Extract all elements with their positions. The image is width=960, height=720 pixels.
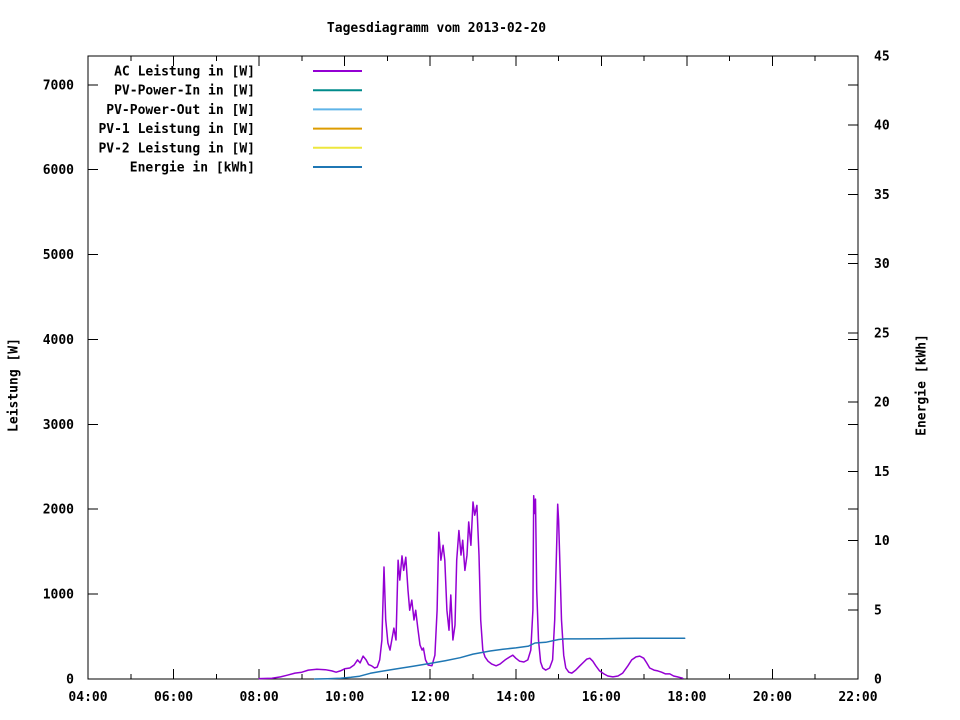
- y-tick-label: 1000: [43, 588, 74, 603]
- legend-label-ac-leistung: AC Leistung in [W]: [114, 65, 255, 80]
- x-tick-label: 08:00: [240, 690, 279, 705]
- y-tick-label: 5000: [43, 248, 74, 263]
- series-line-energie: [313, 637, 686, 680]
- x-tick-label: 12:00: [411, 690, 450, 705]
- y-axis-label: Leistung [W]: [6, 338, 22, 432]
- y2-tick-label: 5: [874, 603, 882, 618]
- y2-tick-label: 25: [874, 326, 890, 341]
- y2-tick-label: 45: [874, 50, 890, 65]
- x-tick-label: 06:00: [154, 690, 193, 705]
- y2-tick-label: 10: [874, 534, 890, 549]
- x-tick-label: 18:00: [667, 690, 706, 705]
- x-tick-label: 04:00: [68, 690, 107, 705]
- series-line-ac-leistung: [258, 494, 684, 680]
- y2-tick-label: 0: [874, 673, 882, 688]
- y2-axis-label: Energie [kWh]: [914, 334, 930, 436]
- y2-tick-label: 40: [874, 119, 890, 134]
- y-tick-label: 7000: [43, 78, 74, 93]
- y-tick-label: 3000: [43, 418, 74, 433]
- legend-label-pv-power-in: PV-Power-In in [W]: [114, 84, 255, 99]
- chart-title: Tagesdiagramm vom 2013-02-20: [326, 21, 547, 36]
- legend-label-energie: Energie in [kWh]: [130, 161, 255, 176]
- y2-tick-label: 15: [874, 465, 890, 480]
- x-tick-label: 16:00: [582, 690, 621, 705]
- y-tick-label: 4000: [43, 333, 74, 348]
- y2-tick-label: 30: [874, 257, 890, 272]
- x-tick-label: 20:00: [753, 690, 792, 705]
- y-tick-label: 2000: [43, 503, 74, 518]
- y2-tick-label: 20: [874, 396, 890, 411]
- y2-tick-label: 35: [874, 188, 890, 203]
- x-tick-label: 10:00: [325, 690, 364, 705]
- y-tick-label: 0: [66, 673, 74, 688]
- legend-label-pv1-leistung: PV-1 Leistung in [W]: [98, 122, 255, 137]
- legend-label-pv-power-out: PV-Power-Out in [W]: [106, 103, 255, 118]
- y-tick-label: 6000: [43, 163, 74, 178]
- x-tick-label: 22:00: [838, 690, 877, 705]
- x-tick-label: 14:00: [496, 690, 535, 705]
- legend-label-pv2-leistung: PV-2 Leistung in [W]: [98, 141, 255, 156]
